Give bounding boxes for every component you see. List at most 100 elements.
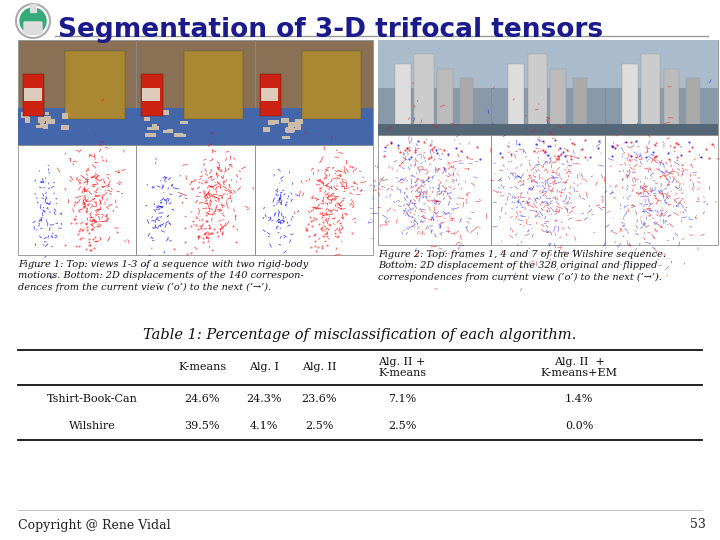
Text: 2.5%: 2.5%: [305, 421, 333, 431]
Bar: [40, 120, 44, 125]
Bar: [136, 145, 255, 255]
Text: 24.6%: 24.6%: [184, 394, 220, 403]
Bar: [174, 133, 184, 137]
Bar: [266, 109, 273, 114]
Bar: [605, 40, 718, 87]
Bar: [163, 130, 169, 133]
Text: Alg. II  +
K-means+EM: Alg. II + K-means+EM: [541, 357, 618, 379]
Bar: [378, 40, 491, 135]
Bar: [282, 118, 289, 123]
Bar: [44, 116, 50, 121]
Text: 4.1%: 4.1%: [250, 421, 278, 431]
Bar: [141, 73, 163, 116]
Bar: [605, 124, 718, 135]
Bar: [285, 128, 292, 132]
Bar: [282, 136, 290, 139]
Text: 24.3%: 24.3%: [246, 394, 282, 403]
Bar: [491, 135, 605, 245]
Bar: [181, 133, 186, 137]
Text: 1.4%: 1.4%: [564, 394, 593, 403]
Bar: [686, 78, 700, 135]
Bar: [255, 145, 373, 255]
Bar: [491, 40, 605, 135]
Bar: [38, 117, 45, 123]
Bar: [528, 54, 547, 135]
Bar: [45, 112, 49, 116]
Bar: [255, 40, 373, 145]
Bar: [49, 119, 54, 122]
Bar: [641, 54, 660, 135]
Text: 2.5%: 2.5%: [388, 421, 416, 431]
Bar: [263, 127, 270, 132]
Bar: [18, 108, 136, 145]
Bar: [255, 108, 373, 145]
Text: Tshirt-Book-Can: Tshirt-Book-Can: [47, 394, 138, 403]
Bar: [66, 51, 125, 119]
Bar: [261, 89, 279, 101]
Bar: [414, 54, 433, 135]
Bar: [260, 73, 281, 116]
Bar: [378, 124, 491, 135]
Text: 0.0%: 0.0%: [564, 421, 593, 431]
Bar: [294, 119, 303, 125]
Bar: [136, 40, 255, 145]
Bar: [150, 133, 156, 137]
Bar: [550, 69, 566, 135]
Bar: [166, 130, 173, 133]
Bar: [491, 40, 605, 87]
Text: Alg. II +
K-means: Alg. II + K-means: [378, 357, 426, 379]
Bar: [491, 124, 605, 135]
Bar: [152, 126, 159, 130]
Bar: [621, 64, 637, 135]
Bar: [437, 69, 453, 135]
Text: Alg. I: Alg. I: [249, 362, 279, 373]
Bar: [30, 4, 36, 12]
Bar: [36, 125, 43, 129]
Bar: [378, 135, 491, 245]
Bar: [152, 124, 156, 129]
Text: Segmentation of 3-D trifocal tensors: Segmentation of 3-D trifocal tensors: [58, 17, 603, 43]
Bar: [145, 133, 153, 137]
Bar: [295, 124, 302, 130]
Bar: [302, 51, 361, 119]
Bar: [163, 110, 168, 116]
Bar: [287, 128, 295, 132]
Text: Figure 1: Top: views 1-3 of a sequence with two rigid-body
motions. Bottom: 2D d: Figure 1: Top: views 1-3 of a sequence w…: [18, 260, 308, 292]
Bar: [664, 69, 680, 135]
Text: 7.1%: 7.1%: [388, 394, 416, 403]
Bar: [275, 120, 279, 124]
Bar: [18, 145, 136, 255]
Bar: [180, 121, 188, 124]
Circle shape: [20, 8, 46, 34]
Bar: [23, 73, 45, 116]
Bar: [21, 112, 29, 118]
Bar: [18, 40, 136, 145]
Bar: [144, 117, 150, 121]
Bar: [147, 127, 156, 130]
Bar: [136, 108, 255, 145]
Bar: [459, 78, 473, 135]
Bar: [25, 117, 30, 123]
Bar: [395, 64, 411, 135]
Text: 23.6%: 23.6%: [301, 394, 337, 403]
Bar: [605, 135, 718, 245]
Text: Figure 2: Top: frames 1, 4 and 7 of the Wilshire sequence.
Bottom: 2D displaceme: Figure 2: Top: frames 1, 4 and 7 of the …: [378, 250, 666, 282]
Text: Table 1: Percentage of misclassification of each algorithm.: Table 1: Percentage of misclassification…: [143, 328, 577, 342]
Text: 53: 53: [690, 518, 706, 531]
Text: 39.5%: 39.5%: [184, 421, 220, 431]
FancyBboxPatch shape: [24, 22, 42, 34]
Bar: [47, 118, 55, 124]
Bar: [378, 40, 491, 87]
Bar: [62, 113, 68, 119]
Bar: [268, 120, 274, 125]
Bar: [605, 40, 718, 135]
Text: K-means: K-means: [178, 362, 226, 373]
Bar: [573, 78, 587, 135]
Bar: [42, 124, 48, 129]
Bar: [24, 89, 42, 101]
Text: Alg. II: Alg. II: [302, 362, 336, 373]
Bar: [288, 122, 297, 126]
Text: Wilshire: Wilshire: [68, 421, 115, 431]
Bar: [286, 127, 294, 133]
Bar: [143, 89, 160, 101]
